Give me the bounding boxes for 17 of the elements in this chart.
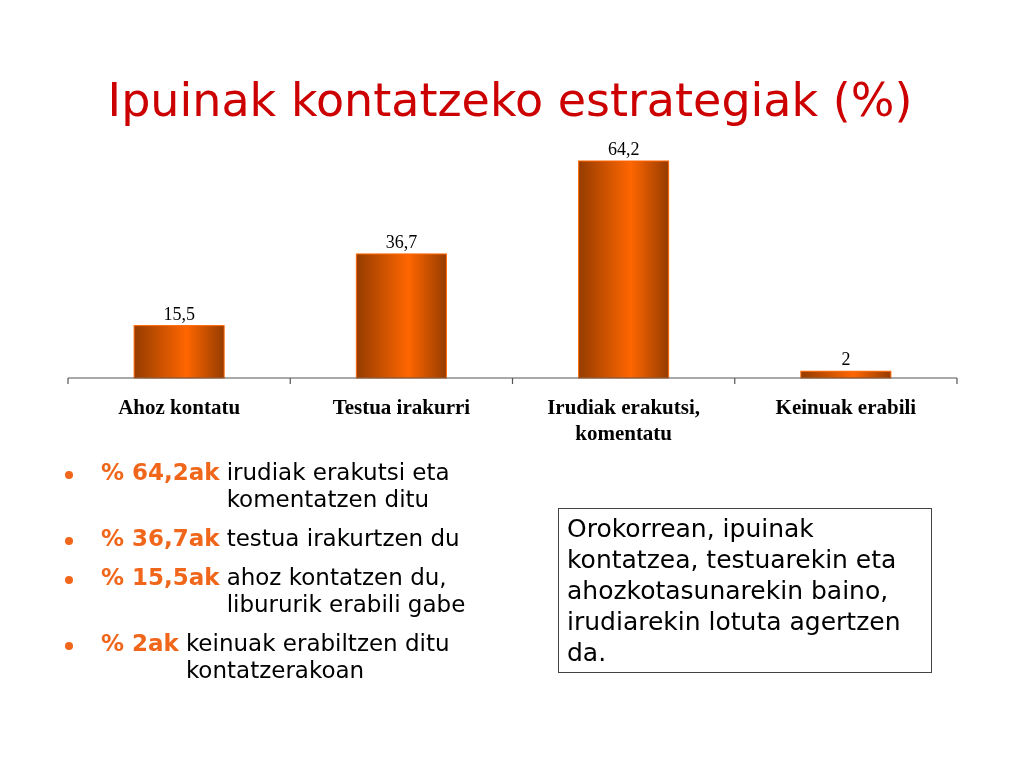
text: % 2ak keinuak erabiltzen ditu kontatzerakoan [101,630,451,684]
data-label: 15,5 [163,303,195,324]
x-tick-label: Ahoz kontatu [118,395,241,419]
data-label: 36,7 [385,231,418,252]
bar [578,160,670,379]
data-label: 2 [841,349,851,370]
data-label: 64,2 [607,139,640,159]
bar [133,325,225,379]
text: Orokorrean, ipuinak kontatzea, testuarekin eta ahozkotasunarekin baino, irudiarekin lotuta agertzen da. [558,508,932,673]
chart-title: Ipuinak kontatzeko estrategiak (%) [107,73,913,127]
text: % 36,7ak testua irakurtzen du [101,525,461,552]
x-tick-label: Irudiak erakutsi, komentatu [547,395,701,445]
bar [355,253,447,379]
x-tick-label: Keinuak erabili [775,395,917,419]
x-tick-label: Testua irakurri [332,395,471,419]
text: % 64,2ak irudiak erakutsi eta komentatzen ditu [101,459,451,513]
text: % 15,5ak ahoz kontatzen du, libururik erabili gabe [101,564,467,618]
